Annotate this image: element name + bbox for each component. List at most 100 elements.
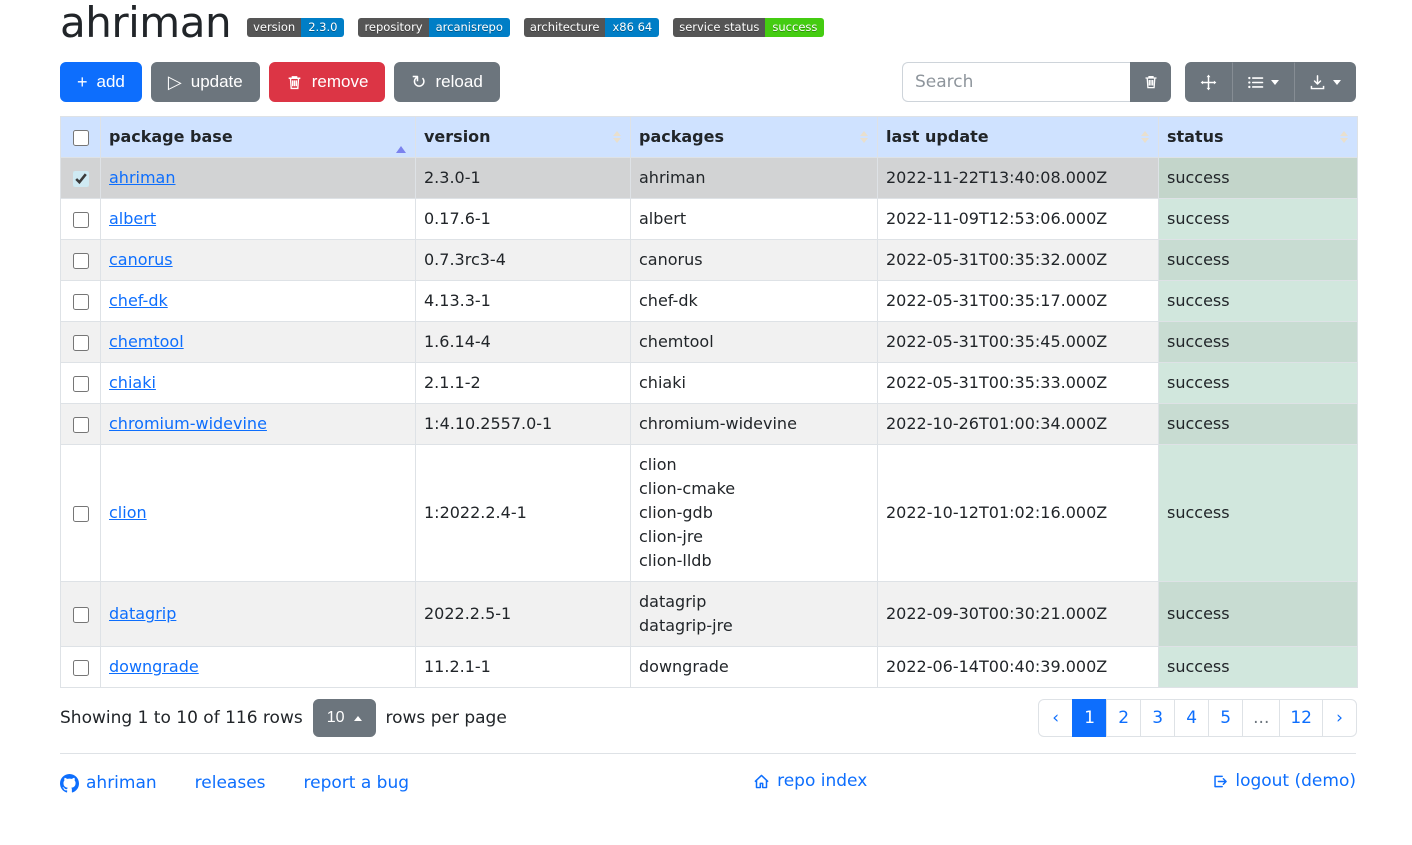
- row-checkbox[interactable]: [72, 659, 89, 676]
- export-dropdown-button[interactable]: [1294, 62, 1356, 103]
- table-options-group: [1185, 62, 1356, 103]
- fullscreen-button[interactable]: [1185, 62, 1232, 103]
- package-base-link[interactable]: chemtool: [109, 332, 184, 352]
- column-header-last-update[interactable]: last update: [877, 116, 1159, 159]
- table-row[interactable]: albert 0.17.6-1 albert 2022-11-09T12:53:…: [60, 198, 1358, 241]
- table-row[interactable]: ahriman 2.3.0-1 ahriman 2022-11-22T13:40…: [60, 157, 1358, 200]
- column-header-version[interactable]: version: [415, 116, 631, 159]
- version-cell: 0.7.3rc3-4: [415, 239, 631, 282]
- page-item[interactable]: 12: [1279, 699, 1323, 738]
- package-base-link[interactable]: canorus: [109, 250, 173, 270]
- page-item[interactable]: 3: [1140, 699, 1176, 738]
- package-base-link[interactable]: chiaki: [109, 373, 156, 393]
- pagination: ‹ 1 2 3 4 5... 12 ›: [1038, 699, 1357, 738]
- column-label: packages: [639, 127, 724, 147]
- page-item[interactable]: 2: [1106, 699, 1142, 738]
- sort-icon: [613, 131, 621, 144]
- table-row[interactable]: chromium-widevine 1:4.10.2557.0-1 chromi…: [60, 403, 1358, 446]
- column-label: status: [1167, 127, 1224, 147]
- packages-cell: albert: [630, 198, 878, 241]
- reload-button[interactable]: ↻ reload: [394, 62, 500, 103]
- package-base-link[interactable]: clion: [109, 503, 147, 523]
- row-checkbox[interactable]: [72, 606, 89, 623]
- status-cell: success: [1158, 321, 1358, 364]
- package-base-cell: albert: [100, 198, 416, 241]
- column-header-status[interactable]: status: [1158, 116, 1358, 159]
- last-update-cell: 2022-05-31T00:35:32.000Z: [877, 239, 1159, 282]
- row-checkbox[interactable]: [72, 334, 89, 351]
- page-item[interactable]: 4: [1174, 699, 1210, 738]
- table-row[interactable]: chemtool 1.6.14-4 chemtool 2022-05-31T00…: [60, 321, 1358, 364]
- repo-index-link[interactable]: repo index: [753, 771, 867, 791]
- sort-icon: [860, 131, 868, 144]
- package-base-cell: chromium-widevine: [100, 403, 416, 446]
- row-checkbox[interactable]: [72, 375, 89, 392]
- table-row[interactable]: datagrip 2022.2.5-1 datagrip datagrip-jre…: [60, 581, 1358, 648]
- last-update-cell: 2022-11-09T12:53:06.000Z: [877, 198, 1159, 241]
- columns-dropdown-button[interactable]: [1232, 62, 1294, 103]
- table-row[interactable]: downgrade 11.2.1-1 downgrade 2022-06-14T…: [60, 646, 1358, 689]
- action-buttons: + add ▷ update remove ↻ reload: [60, 62, 500, 103]
- footer: ahriman releases report a bug repo index: [60, 753, 1356, 812]
- footer-center: repo index: [753, 771, 867, 795]
- page-next[interactable]: ›: [1322, 699, 1357, 738]
- page-item[interactable]: 1: [1072, 699, 1108, 738]
- github-link[interactable]: ahriman: [60, 773, 157, 793]
- remove-button[interactable]: remove: [268, 62, 386, 103]
- packages-cell: clion clion-cmake clion-gdb clion-jre clion-…: [630, 444, 878, 583]
- status-cell: success: [1158, 403, 1358, 446]
- table-row[interactable]: clion 1:2022.2.4-1 clion clion-cmake clion…: [60, 444, 1358, 583]
- chevron-down-icon: [1333, 79, 1341, 85]
- select-all-header: [60, 116, 101, 159]
- package-base-link[interactable]: albert: [109, 209, 157, 229]
- row-select-cell: [60, 239, 101, 282]
- list-icon: [1247, 74, 1264, 91]
- page-item[interactable]: ...: [1242, 699, 1281, 738]
- sort-icon: [1340, 131, 1348, 144]
- page-prev[interactable]: ‹: [1038, 699, 1074, 738]
- row-checkbox[interactable]: [72, 252, 89, 269]
- badge-value: 2.3.0: [301, 17, 345, 38]
- clear-search-button[interactable]: [1130, 62, 1171, 103]
- package-base-link[interactable]: chromium-widevine: [109, 414, 267, 434]
- last-update-cell: 2022-10-26T01:00:34.000Z: [877, 403, 1159, 446]
- row-checkbox[interactable]: [72, 170, 89, 187]
- page-header: ahriman version 2.3.0 repository arcanisrep…: [60, 0, 1356, 45]
- page-title: ahriman: [60, 0, 232, 47]
- row-select-cell: [60, 444, 101, 583]
- releases-link[interactable]: releases: [194, 773, 266, 794]
- row-checkbox[interactable]: [72, 505, 89, 522]
- table-row[interactable]: chiaki 2.1.1-2 chiaki 2022-05-31T00:35:3…: [60, 362, 1358, 405]
- package-base-link[interactable]: chef-dk: [109, 291, 168, 311]
- row-checkbox[interactable]: [72, 211, 89, 228]
- add-button[interactable]: + add: [60, 62, 142, 103]
- package-base-cell: chemtool: [100, 321, 416, 364]
- table-tools: [902, 62, 1356, 103]
- column-header-packages[interactable]: packages: [630, 116, 878, 159]
- trash-icon: [286, 74, 303, 91]
- page-size-dropdown[interactable]: 10: [312, 699, 376, 738]
- select-all-checkbox[interactable]: [72, 129, 89, 146]
- add-button-label: add: [96, 72, 125, 92]
- column-header-package-base[interactable]: package base: [100, 116, 416, 159]
- badge-label: version: [247, 17, 302, 38]
- update-button[interactable]: ▷ update: [150, 62, 260, 103]
- report-bug-link[interactable]: report a bug: [303, 773, 410, 794]
- table-row[interactable]: chef-dk 4.13.3-1 chef-dk 2022-05-31T00:3…: [60, 280, 1358, 323]
- last-update-cell: 2022-05-31T00:35:45.000Z: [877, 321, 1159, 364]
- page: ahriman version 2.3.0 repository arcanisrep…: [60, 0, 1358, 812]
- row-checkbox[interactable]: [72, 416, 89, 433]
- row-select-cell: [60, 157, 101, 200]
- package-base-link[interactable]: ahriman: [109, 168, 176, 188]
- row-checkbox[interactable]: [72, 293, 89, 310]
- logout-link[interactable]: logout (demo): [1211, 771, 1356, 791]
- package-base-link[interactable]: downgrade: [109, 657, 199, 677]
- logout-label: logout (demo): [1235, 771, 1356, 792]
- home-icon: [753, 773, 770, 790]
- page-item[interactable]: 5: [1208, 699, 1244, 738]
- footer-right: logout (demo): [1211, 771, 1356, 795]
- search-input[interactable]: [902, 62, 1130, 103]
- table-row[interactable]: canorus 0.7.3rc3-4 canorus 2022-05-31T00…: [60, 239, 1358, 282]
- badge-value: arcanisrepo: [428, 17, 510, 38]
- package-base-link[interactable]: datagrip: [109, 604, 177, 624]
